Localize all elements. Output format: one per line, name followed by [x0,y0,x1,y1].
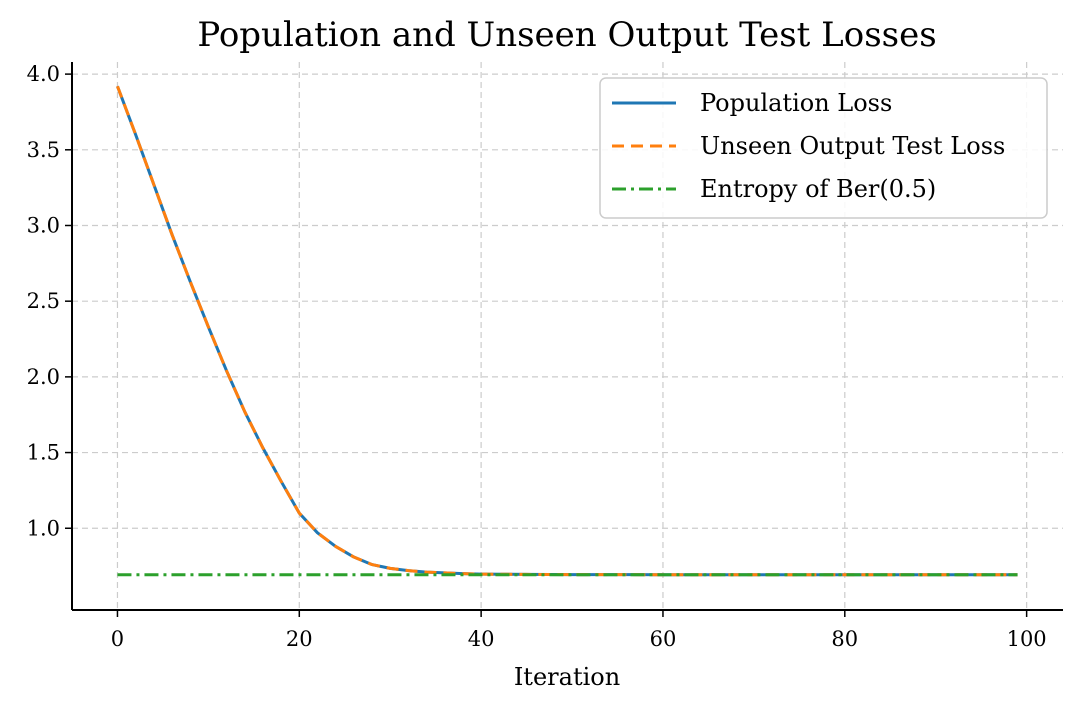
y-tick-label: 1.0 [27,516,60,540]
y-tick-label: 3.5 [27,138,60,162]
legend-label-1: Population Loss [700,89,892,117]
series-line-2 [116,85,1018,577]
legend-box [599,77,1048,219]
x-tick-label: 20 [286,627,313,651]
x-tick-label: 100 [1007,627,1047,651]
legend-label-2: Unseen Output Test Loss [700,132,1005,160]
y-tick-label: 1.5 [27,441,60,465]
series-layer [116,85,1018,577]
chart-title: Population and Unseen Output Test Losses [197,15,936,55]
axes [71,62,1063,611]
y-tick-label: 4.0 [27,62,60,86]
legend-label-3: Entropy of Ber(0.5) [700,175,936,203]
x-tick-label: 0 [111,627,124,651]
legend: Population Loss Unseen Output Test Loss En… [599,77,1048,219]
x-tick-label: 60 [650,627,677,651]
ticks: 0 20 40 60 80 100 1.0 1.5 2.0 2.5 3.0 3.5 4.0 [27,62,1047,651]
x-tick-label: 40 [468,627,495,651]
x-axis-label: Iteration [514,663,620,691]
y-tick-label: 2.5 [27,289,60,313]
x-tick-label: 80 [831,627,858,651]
y-tick-label: 2.0 [27,365,60,389]
y-tick-label: 3.0 [27,213,60,237]
